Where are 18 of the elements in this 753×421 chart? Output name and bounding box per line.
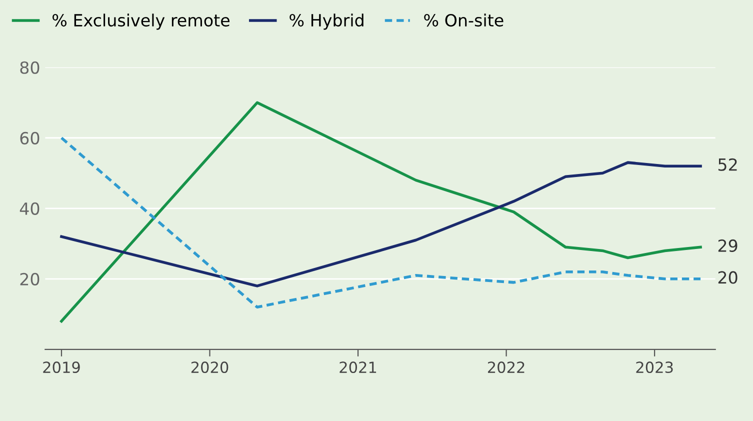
y-tick-label: 60 [20,132,40,144]
legend-label: % Hybrid [290,14,364,30]
x-tick-label: 2023 [636,362,673,374]
x-tick-label: 2022 [488,362,524,374]
x-tick-label: 2020 [191,362,228,374]
legend-label: % Exclusively remote [52,14,230,30]
line-series [60,101,702,323]
y-tick-label: 40 [20,202,40,215]
x-tick-label: 2019 [43,362,80,374]
data-label: 20 [718,271,738,284]
legend-label: % On-site [424,14,504,27]
y-tick-label: 80 [20,61,40,74]
x-tick-label: 2021 [340,362,376,374]
data-label: 52 [718,158,737,171]
y-tick-label: 20 [20,272,40,286]
line-series [60,136,702,309]
line-series [60,161,702,288]
data-label: 29 [718,239,738,252]
